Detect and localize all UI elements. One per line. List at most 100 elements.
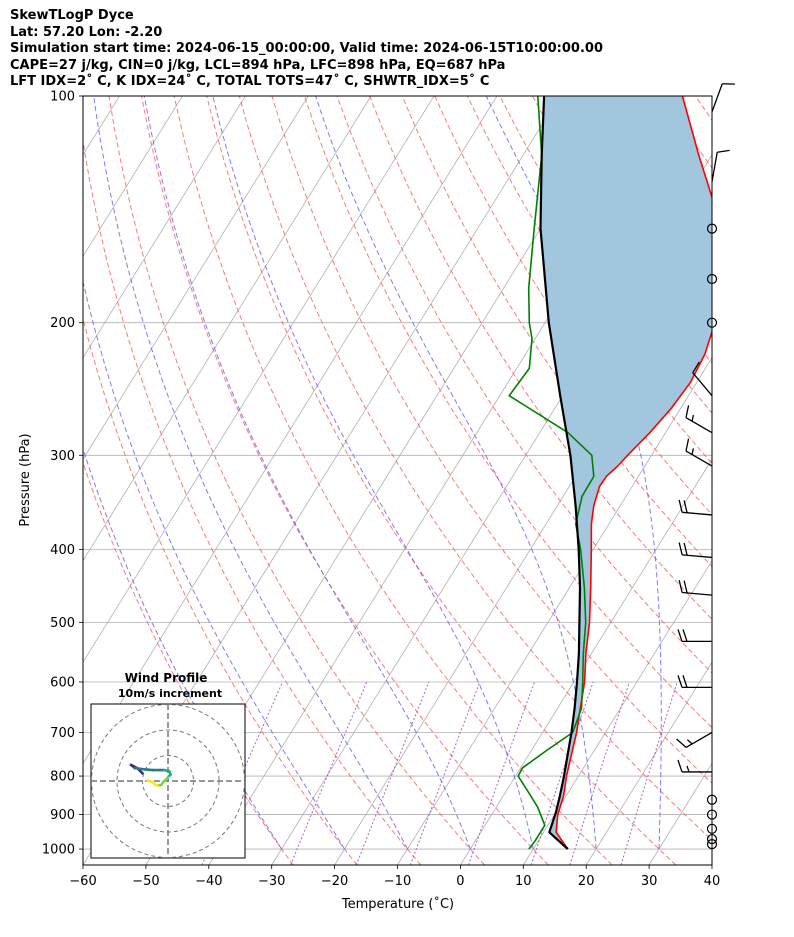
y-tick-label: 200 <box>50 316 75 331</box>
wind-barb <box>677 759 712 773</box>
wind-barb <box>685 405 713 434</box>
wind-barb <box>677 675 712 689</box>
x-tick-label: −30 <box>258 874 285 889</box>
barb-flag <box>678 580 683 593</box>
calm-wind-marker <box>706 833 718 845</box>
wind-profile-inset: Wind Profile 10m/s increment <box>90 671 246 859</box>
x-tick-label: −50 <box>132 874 159 889</box>
barb-staff <box>711 83 723 113</box>
isotherm <box>522 559 712 865</box>
barb-staff <box>685 731 713 748</box>
isotherm <box>711 864 712 865</box>
moist-adiabat <box>83 447 283 850</box>
moist-adiabat <box>93 96 408 850</box>
hodograph-segment <box>142 767 154 772</box>
calm-wind-marker <box>706 794 718 805</box>
hodograph-segment <box>146 779 151 783</box>
y-tick-label: 800 <box>50 770 75 785</box>
x-axis-label: Temperature (˚C) <box>341 896 454 912</box>
y-tick-label: 100 <box>50 90 75 105</box>
time-line: Simulation start time: 2024-06-15_00:00:… <box>10 41 603 56</box>
y-tick-label: 700 <box>50 726 75 741</box>
chart-header: SkewTLogP Dyce Lat: 57.20 Lon: -2.20 Sim… <box>10 8 780 91</box>
temperature-line <box>555 96 712 850</box>
isotherm <box>83 96 372 562</box>
location-line: Lat: 57.20 Lon: -2.20 <box>10 24 163 40</box>
calm-wind-marker <box>706 317 718 328</box>
barb-flag <box>685 438 690 452</box>
moist-adiabat <box>83 279 345 850</box>
barb-flag <box>682 675 688 688</box>
calm-wind-marker <box>706 273 718 285</box>
dewpoint-line <box>508 96 595 850</box>
cape-line: CAPE=27 j/kg, CIN=0 j/kg, LCL=894 hPa, L… <box>10 57 506 73</box>
barb-half-flag <box>686 739 693 745</box>
x-tick-label: −40 <box>195 874 222 889</box>
dry-adiabat <box>108 96 485 865</box>
dry-adiabat <box>83 317 358 865</box>
dry-adiabat <box>271 96 712 784</box>
x-tick-label: 10 <box>515 874 532 889</box>
mixing-ratio-line <box>290 681 368 865</box>
isotherm <box>83 96 183 258</box>
barb-flag <box>692 361 700 374</box>
sounding-profiles <box>508 96 712 850</box>
parcel-line <box>539 96 582 850</box>
moist-adiabat <box>212 96 534 850</box>
barb-half-flag <box>691 448 694 455</box>
x-tick-label: −60 <box>69 874 96 889</box>
dry-adiabat <box>83 461 294 865</box>
barb-flag <box>677 629 683 642</box>
x-tick-label: 0 <box>456 874 464 889</box>
dry-adiabat <box>369 96 712 620</box>
isotherm <box>83 96 246 359</box>
barb-staff <box>685 417 713 434</box>
wind-barb <box>692 361 713 397</box>
isotherm <box>585 661 712 865</box>
moist-adiabat <box>722 96 769 849</box>
dry-adiabat <box>304 96 712 729</box>
barb-flag <box>685 405 690 418</box>
wind-barb <box>678 499 713 516</box>
barb-flag <box>678 542 683 555</box>
wind-barb <box>678 542 713 559</box>
barb-flag <box>683 580 688 594</box>
y-tick-label: 600 <box>50 675 75 690</box>
dry-adiabat <box>499 96 712 414</box>
barb-flag <box>683 542 688 556</box>
mixing-ratio-line <box>468 681 535 865</box>
isotherm <box>83 96 309 460</box>
y-axis: 100 200 300 400 500 600 700 800 900 1000 <box>42 90 83 858</box>
wind-barb <box>711 83 735 113</box>
barb-flag <box>683 500 688 513</box>
dry-adiabat <box>761 96 794 865</box>
isotherm <box>460 458 712 865</box>
y-tick-label: 900 <box>50 808 75 823</box>
x-tick-label: 30 <box>641 874 658 889</box>
barb-staff <box>685 450 713 467</box>
y-tick-label: 500 <box>50 616 75 631</box>
barb-flag <box>717 149 730 153</box>
wind-barb <box>711 149 730 182</box>
y-tick-label: 1000 <box>42 843 75 858</box>
wind-barb <box>677 629 712 643</box>
dry-adiabat <box>728 96 794 865</box>
isotherm <box>397 356 712 865</box>
barb-staff <box>682 511 713 516</box>
y-tick-label: 300 <box>50 449 75 464</box>
calm-wind-marker <box>706 223 718 234</box>
y-axis-label: Pressure (hPa) <box>18 433 33 526</box>
calm-wind-marker <box>706 809 718 820</box>
barb-flag <box>676 738 687 748</box>
wind-profile-subtitle: 10m/s increment <box>118 687 222 700</box>
mixing-ratio-line <box>530 681 594 865</box>
wind-barb <box>685 438 713 467</box>
mixing-ratio-line <box>355 681 430 865</box>
barb-flag <box>677 759 683 773</box>
dry-adiabat <box>336 96 712 674</box>
wind-barb <box>678 580 713 596</box>
barb-half-flag <box>691 414 694 422</box>
calm-wind-marker <box>706 823 718 834</box>
barb-flag <box>682 629 688 642</box>
